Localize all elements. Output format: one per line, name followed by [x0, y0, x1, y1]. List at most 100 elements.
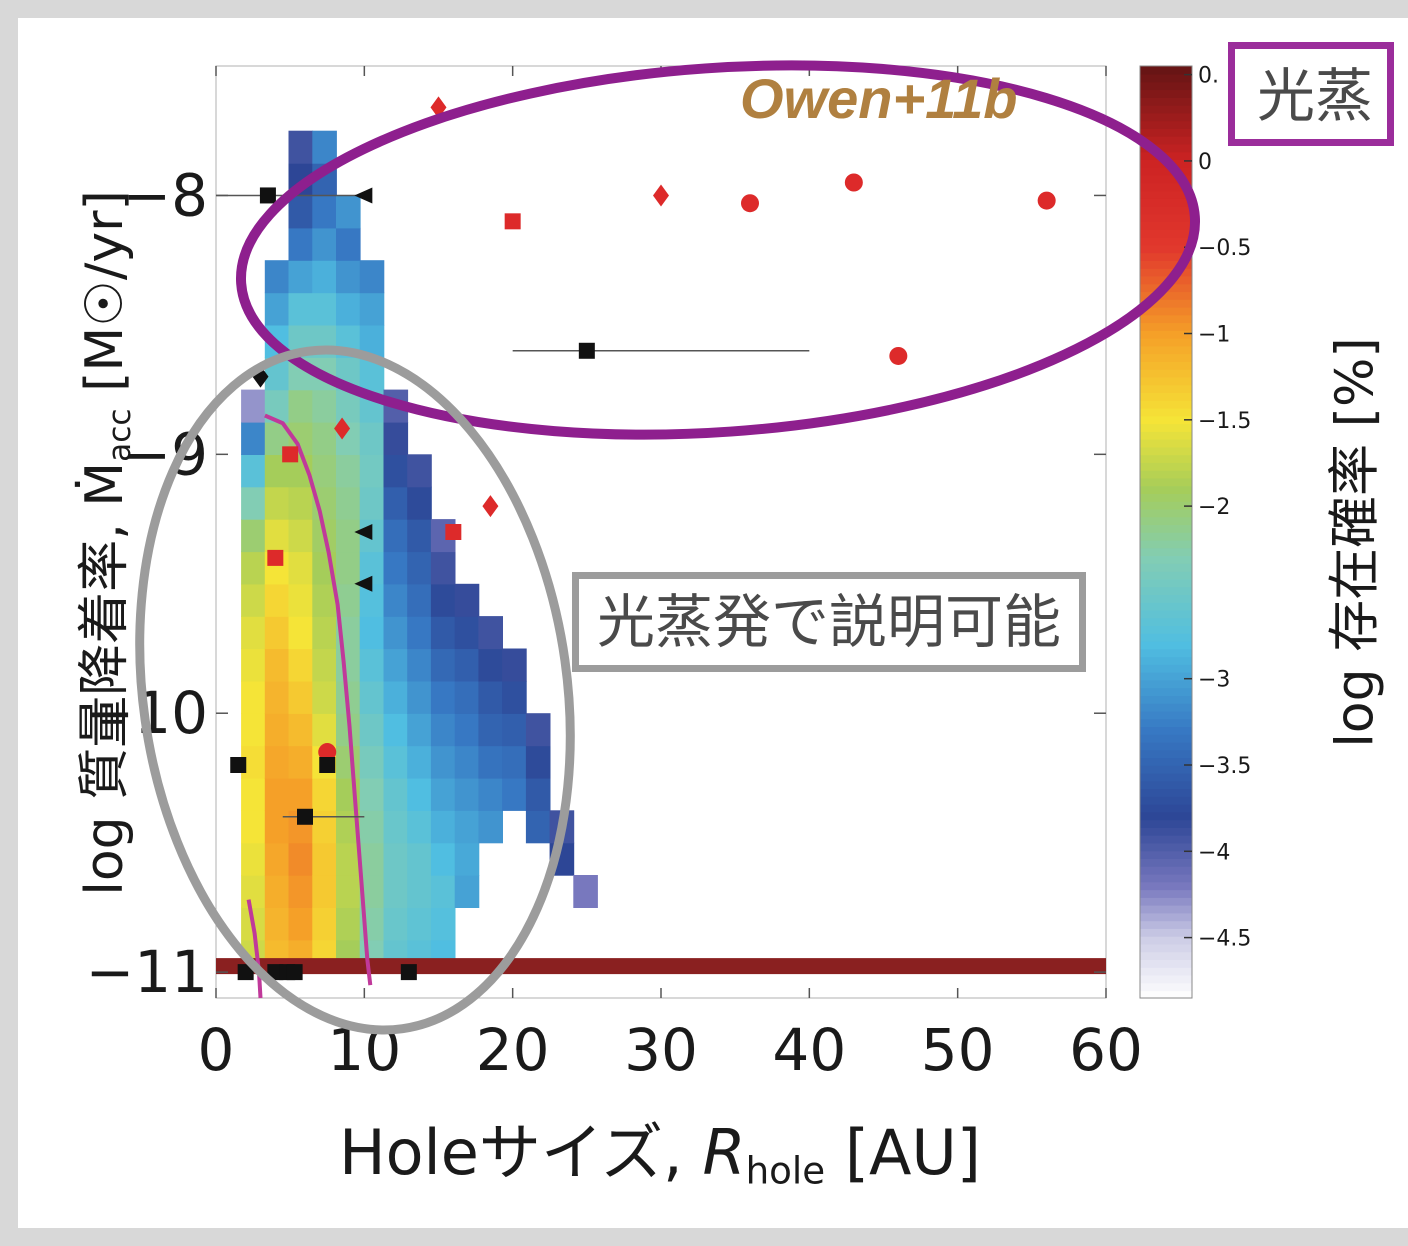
heatmap-cell [336, 519, 361, 552]
colorbar-tick-label: −1.5 [1198, 409, 1251, 434]
heatmap-cell [289, 195, 314, 228]
heatmap-cell [431, 907, 456, 940]
colorbar-segment [1140, 827, 1192, 836]
heatmap-cell [336, 293, 361, 326]
colorbar-segment [1140, 897, 1192, 906]
heatmap-cell [289, 681, 314, 714]
data-point-square [579, 343, 595, 359]
colorbar-label: log 存在確率 [%] [1313, 263, 1388, 823]
heatmap-cell [312, 390, 337, 423]
colorbar-segment [1140, 322, 1192, 331]
heatmap-cell [241, 649, 266, 682]
heatmap-cell [478, 616, 503, 649]
x-axis-label-sub: hole [746, 1148, 826, 1192]
heatmap-cell [289, 778, 314, 811]
colorbar-segment [1140, 462, 1192, 471]
colorbar-tick-label: −4.5 [1198, 927, 1251, 952]
colorbar-tick-label: 0 [1198, 150, 1212, 175]
heatmap-cell [312, 843, 337, 876]
colorbar-segment [1140, 408, 1192, 417]
heatmap-cell [312, 649, 337, 682]
colorbar-segment [1140, 509, 1192, 518]
colorbar-segment [1140, 439, 1192, 448]
colorbar-segment [1140, 882, 1192, 891]
heatmap-cell [289, 260, 314, 293]
heatmap-cell [289, 875, 314, 908]
heatmap-cell [289, 649, 314, 682]
heatmap-cell [265, 487, 290, 520]
colorbar-segment [1140, 913, 1192, 922]
heatmap-cell [384, 616, 409, 649]
bottom-band [216, 958, 1106, 974]
colorbar-segment [1140, 967, 1192, 976]
heatmap-cell [384, 778, 409, 811]
heatmap-cell [526, 713, 551, 746]
heatmap-cell [502, 746, 527, 779]
heatmap-cell [455, 746, 480, 779]
data-point-square [282, 446, 298, 462]
heatmap-cell [289, 746, 314, 779]
colorbar-segment [1140, 843, 1192, 852]
x-tick-label: 60 [1069, 1016, 1143, 1084]
data-point-square [319, 757, 335, 773]
heatmap-cell [312, 875, 337, 908]
colorbar-segment [1140, 423, 1192, 432]
heatmap-cell [289, 293, 314, 326]
colorbar-segment [1140, 384, 1192, 393]
heatmap-cell [265, 649, 290, 682]
colorbar-segment [1140, 625, 1192, 634]
heatmap-cell [407, 551, 432, 584]
heatmap-cell [265, 778, 290, 811]
heatmap-cell [407, 778, 432, 811]
heatmap-cell [407, 454, 432, 487]
x-axis-label-symbol: R [702, 1116, 745, 1189]
colorbar-tick-label: −3 [1198, 668, 1230, 693]
heatmap-cell [265, 616, 290, 649]
x-tick-label: 0 [198, 1016, 235, 1084]
heatmap-cell [241, 616, 266, 649]
colorbar-segment [1140, 105, 1192, 114]
x-axis-label: Holeサイズ, Rhole [AU] [210, 1102, 1110, 1192]
heatmap-cell [241, 843, 266, 876]
colorbar-segment [1140, 555, 1192, 564]
heatmap-cell [241, 454, 266, 487]
heatmap-cell [360, 293, 385, 326]
colorbar-segment [1140, 330, 1192, 339]
x-tick-label: 20 [476, 1016, 550, 1084]
colorbar-segment [1140, 454, 1192, 463]
heatmap-cell [455, 616, 480, 649]
colorbar-segment [1140, 804, 1192, 813]
colorbar-tick-label: 0. [1198, 64, 1219, 89]
heatmap-cell [407, 616, 432, 649]
heatmap-cell [431, 616, 456, 649]
colorbar-segment [1140, 229, 1192, 238]
heatmap-cell [360, 713, 385, 746]
colorbar-segment [1140, 773, 1192, 782]
heatmap-cell [241, 778, 266, 811]
colorbar-segment [1140, 680, 1192, 689]
data-point-circle [889, 347, 907, 365]
heatmap-cell [455, 649, 480, 682]
colorbar-segment [1140, 812, 1192, 821]
heatmap-cell [312, 681, 337, 714]
heatmap-cell [431, 843, 456, 876]
heatmap-cell [360, 649, 385, 682]
heatmap-cell [573, 875, 598, 908]
heatmap-cell [407, 487, 432, 520]
colorbar-segment [1140, 97, 1192, 106]
colorbar-segment [1140, 742, 1192, 751]
heatmap-cell [455, 584, 480, 617]
heatmap-cell [431, 746, 456, 779]
heatmap-cell [360, 616, 385, 649]
heatmap-cell [265, 907, 290, 940]
heatmap-cell [384, 810, 409, 843]
heatmap-cell [336, 875, 361, 908]
heatmap-cell [455, 713, 480, 746]
colorbar-segment [1140, 493, 1192, 502]
colorbar-segment [1140, 377, 1192, 386]
heatmap-cell [502, 681, 527, 714]
heatmap-cell [407, 584, 432, 617]
colorbar-segment [1140, 718, 1192, 727]
colorbar-segment [1140, 788, 1192, 797]
heatmap-cell [360, 843, 385, 876]
